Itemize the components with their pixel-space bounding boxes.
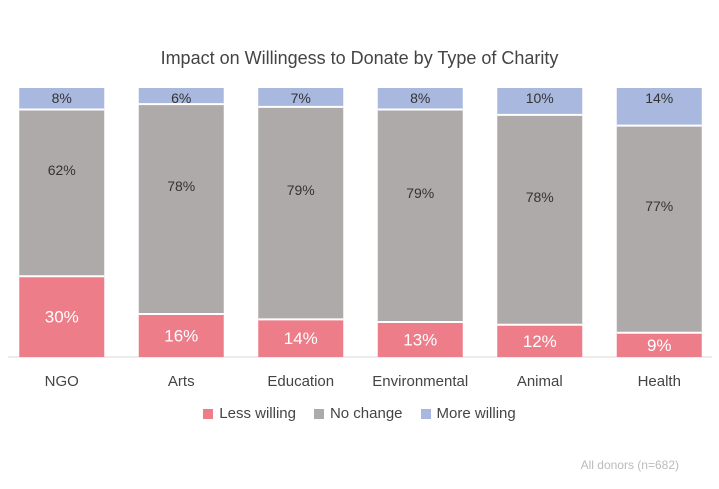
bar-segment-less-willing-animal	[497, 324, 583, 357]
bar-segment-more-willing-environmental	[377, 88, 463, 110]
footnote: All donors (n=682)	[580, 458, 679, 472]
bar-segment-less-willing-health	[616, 332, 702, 357]
legend-swatch	[313, 408, 324, 419]
bar-segment-no-change-health	[616, 125, 702, 333]
bar-segment-less-willing-environmental	[377, 322, 463, 357]
legend-label: Less willing	[219, 405, 296, 422]
data-label-less-willing-environmental: 13%	[403, 331, 437, 350]
legend-item-less-willing: Less willing	[203, 405, 296, 422]
data-label-no-change-ngo: 62%	[48, 162, 76, 178]
data-label-no-change-education: 79%	[287, 182, 315, 198]
data-label-no-change-environmental: 79%	[406, 185, 434, 201]
data-label-no-change-animal: 78%	[526, 189, 554, 205]
x-tick-label-arts: Arts	[168, 373, 195, 390]
data-label-no-change-health: 77%	[645, 198, 673, 214]
data-label-more-willing-ngo: 8%	[52, 90, 72, 106]
x-tick-label-ngo: NGO	[45, 373, 79, 390]
bar-segment-more-willing-health	[616, 88, 702, 126]
bar-segment-more-willing-animal	[497, 88, 583, 115]
legend-label: More willing	[436, 405, 516, 422]
chart-title: Impact on Willingess to Donate by Type o…	[160, 48, 559, 68]
bar-segment-no-change-education	[258, 106, 344, 320]
x-tick-label-animal: Animal	[517, 373, 563, 390]
bar-segment-no-change-animal	[497, 114, 583, 325]
bar-segment-less-willing-arts	[138, 313, 224, 357]
bar-segment-no-change-arts	[138, 104, 224, 314]
legend-item-no-change: No change	[313, 405, 403, 422]
stacked-bar-chart: 30% 62% 8% NGO 16% 78% 6% Arts 14% 79% 7% Education…	[8, 88, 712, 390]
legend-label: No change	[329, 405, 403, 422]
data-label-more-willing-animal: 10%	[526, 90, 554, 106]
bar-segment-less-willing-ngo	[19, 276, 105, 357]
x-tick-label-health: Health	[638, 373, 681, 390]
data-label-less-willing-health: 9%	[647, 336, 672, 355]
data-label-more-willing-health: 14%	[645, 90, 673, 106]
bar-segment-more-willing-ngo	[19, 88, 105, 110]
chart-legend: Less willing No change More willing	[0, 405, 719, 422]
x-tick-label-environmental: Environmental	[372, 373, 468, 390]
data-label-no-change-arts: 78%	[167, 178, 195, 194]
bar-segment-more-willing-education	[258, 88, 344, 107]
x-tick-label-education: Education	[267, 373, 334, 390]
legend-item-more-willing: More willing	[420, 405, 516, 422]
data-label-more-willing-arts: 6%	[171, 90, 191, 106]
data-label-less-willing-education: 14%	[284, 329, 318, 348]
bar-segment-less-willing-education	[258, 319, 344, 357]
legend-swatch	[420, 408, 431, 419]
legend-swatch	[203, 408, 214, 419]
data-label-less-willing-animal: 12%	[523, 332, 557, 351]
bar-segment-more-willing-arts	[138, 88, 224, 105]
bar-segment-no-change-environmental	[377, 109, 463, 323]
data-label-more-willing-education: 7%	[291, 90, 311, 106]
data-label-more-willing-environmental: 8%	[410, 90, 430, 106]
bar-segment-no-change-ngo	[19, 109, 105, 277]
data-label-less-willing-arts: 16%	[164, 326, 198, 345]
data-label-less-willing-ngo: 30%	[45, 308, 79, 327]
